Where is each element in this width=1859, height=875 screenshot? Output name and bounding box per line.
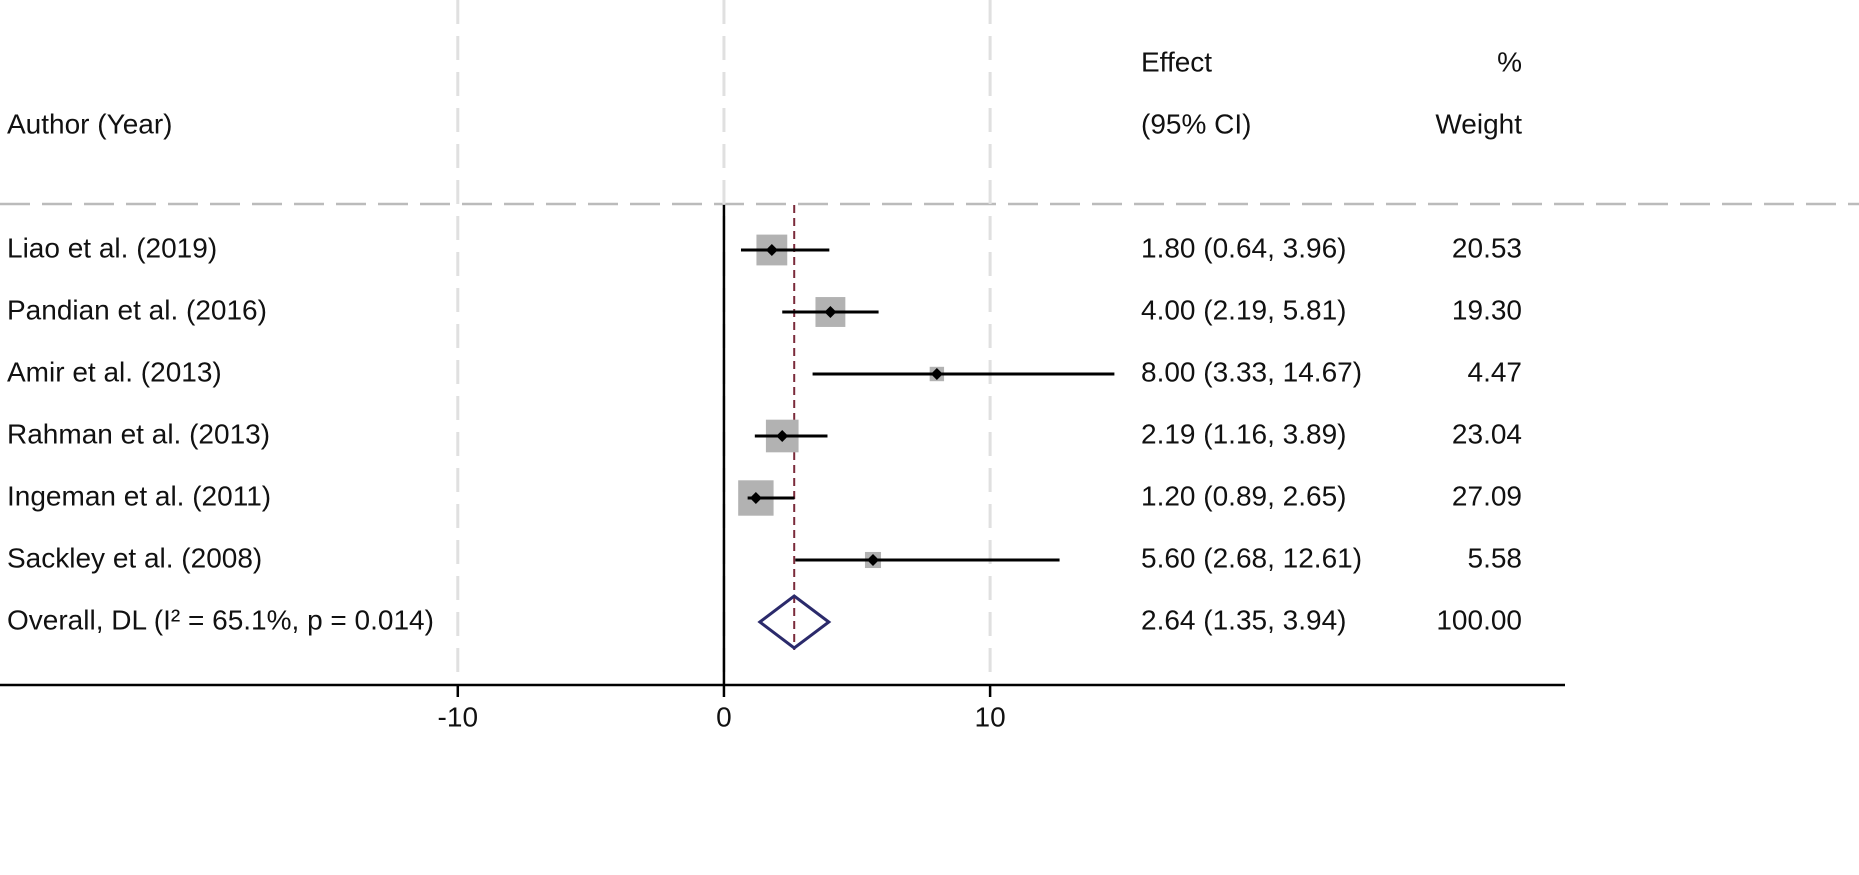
weight-header: Weight [1435,108,1522,139]
weight-label: 4.47 [1468,356,1523,387]
study-name: Pandian et al. (2016) [7,294,267,325]
effect-point [824,306,837,318]
effect-label: 5.60 (2.68, 12.61) [1141,542,1362,573]
x-tick-label: -10 [438,701,478,732]
study-name: Ingeman et al. (2011) [7,480,271,511]
x-tick-label: 0 [716,701,732,732]
effect-label: 4.00 (2.19, 5.81) [1141,294,1346,325]
effect-label: 2.64 (1.35, 3.94) [1141,604,1346,635]
weight-label: 20.53 [1452,232,1522,263]
weight-label: 100.00 [1436,604,1522,635]
effect-label: 8.00 (3.33, 14.67) [1141,356,1362,387]
effect-point [866,554,879,566]
overall-name: Overall, DL (I² = 65.1%, p = 0.014) [7,604,434,635]
study-name: Liao et al. (2019) [7,232,217,263]
weight-label: 19.30 [1452,294,1522,325]
effect-header: (95% CI) [1141,108,1251,139]
overall-diamond [757,594,832,650]
weight-label: 5.58 [1468,542,1523,573]
study-name: Amir et al. (2013) [7,356,222,387]
effect-point [930,368,943,380]
effect-label: 1.80 (0.64, 3.96) [1141,232,1346,263]
weight-label: 23.04 [1452,418,1522,449]
study-name: Rahman et al. (2013) [7,418,270,449]
effect-point [749,492,762,504]
effect-point [765,244,778,256]
effect-point [776,430,789,442]
effect-header: Effect [1141,46,1212,77]
x-tick-label: 10 [975,701,1006,732]
effect-label: 1.20 (0.89, 2.65) [1141,480,1346,511]
study-name: Sackley et al. (2008) [7,542,262,573]
weight-label: 27.09 [1452,480,1522,511]
study-header: Author (Year) [7,108,173,139]
effect-label: 2.19 (1.16, 3.89) [1141,418,1346,449]
weight-header: % [1497,46,1522,77]
